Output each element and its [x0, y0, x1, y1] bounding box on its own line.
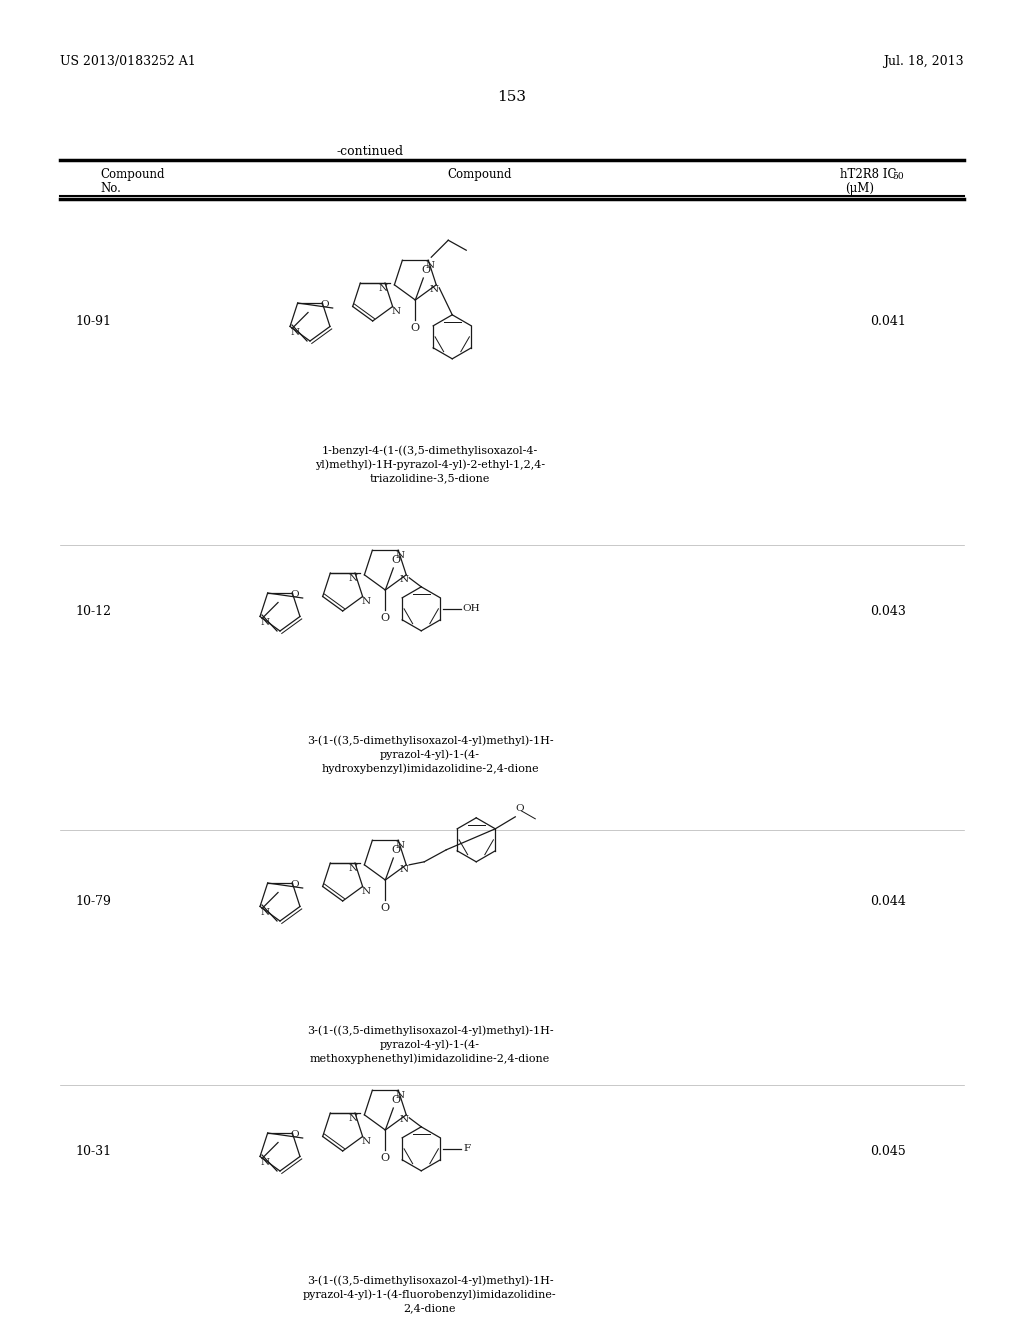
Text: O: O	[321, 301, 329, 309]
Text: F: F	[464, 1144, 471, 1154]
Text: (μM): (μM)	[846, 182, 874, 195]
Text: No.: No.	[100, 182, 121, 195]
Text: N: N	[391, 308, 400, 315]
Text: O: O	[392, 554, 400, 565]
Text: yl)methyl)-1H-pyrazol-4-yl)-2-ethyl-1,2,4-: yl)methyl)-1H-pyrazol-4-yl)-2-ethyl-1,2,…	[315, 459, 545, 470]
Text: Jul. 18, 2013: Jul. 18, 2013	[884, 55, 964, 69]
Text: O: O	[291, 590, 299, 599]
Text: N: N	[260, 618, 269, 627]
Text: -continued: -continued	[337, 145, 403, 158]
Text: N: N	[395, 550, 404, 560]
Text: US 2013/0183252 A1: US 2013/0183252 A1	[60, 55, 196, 69]
Text: pyrazol-4-yl)-1-(4-fluorobenzyl)imidazolidine-: pyrazol-4-yl)-1-(4-fluorobenzyl)imidazol…	[303, 1290, 557, 1300]
Text: 10-79: 10-79	[75, 895, 111, 908]
Text: pyrazol-4-yl)-1-(4-: pyrazol-4-yl)-1-(4-	[380, 748, 480, 759]
Text: O: O	[291, 880, 299, 890]
Text: 0.045: 0.045	[870, 1144, 906, 1158]
Text: 50: 50	[892, 172, 903, 181]
Text: O: O	[392, 845, 400, 855]
Text: Compound: Compound	[100, 168, 165, 181]
Text: pyrazol-4-yl)-1-(4-: pyrazol-4-yl)-1-(4-	[380, 1039, 480, 1049]
Text: 3-(1-((3,5-dimethylisoxazol-4-yl)methyl)-1H-: 3-(1-((3,5-dimethylisoxazol-4-yl)methyl)…	[306, 735, 553, 746]
Text: O: O	[381, 903, 390, 913]
Text: N: N	[361, 597, 371, 606]
Text: O: O	[422, 265, 431, 275]
Text: N: N	[361, 887, 371, 896]
Text: O: O	[381, 612, 390, 623]
Text: methoxyphenethyl)imidazolidine-2,4-dione: methoxyphenethyl)imidazolidine-2,4-dione	[310, 1053, 550, 1064]
Text: N: N	[348, 1114, 357, 1122]
Text: N: N	[399, 576, 409, 585]
Text: Compound: Compound	[447, 168, 512, 181]
Text: 0.043: 0.043	[870, 605, 906, 618]
Text: N: N	[260, 1158, 269, 1167]
Text: 3-(1-((3,5-dimethylisoxazol-4-yl)methyl)-1H-: 3-(1-((3,5-dimethylisoxazol-4-yl)methyl)…	[306, 1275, 553, 1286]
Text: 3-(1-((3,5-dimethylisoxazol-4-yl)methyl)-1H-: 3-(1-((3,5-dimethylisoxazol-4-yl)methyl)…	[306, 1026, 553, 1036]
Text: 1-benzyl-4-(1-((3,5-dimethylisoxazol-4-: 1-benzyl-4-(1-((3,5-dimethylisoxazol-4-	[322, 445, 539, 455]
Text: 10-91: 10-91	[75, 315, 111, 327]
Text: OH: OH	[463, 605, 480, 614]
Text: N: N	[361, 1137, 371, 1146]
Text: N: N	[426, 261, 435, 269]
Text: N: N	[399, 1115, 409, 1125]
Text: hT2R8 IC: hT2R8 IC	[840, 168, 896, 181]
Text: N: N	[379, 284, 387, 293]
Text: N: N	[395, 841, 404, 850]
Text: N: N	[348, 863, 357, 873]
Text: N: N	[291, 327, 299, 337]
Text: O: O	[392, 1096, 400, 1105]
Text: triazolidine-3,5-dione: triazolidine-3,5-dione	[370, 473, 490, 483]
Text: O: O	[515, 804, 523, 813]
Text: N: N	[395, 1090, 404, 1100]
Text: O: O	[291, 1130, 299, 1139]
Text: N: N	[348, 573, 357, 582]
Text: N: N	[399, 866, 409, 874]
Text: N: N	[260, 908, 269, 916]
Text: 10-31: 10-31	[75, 1144, 112, 1158]
Text: hydroxybenzyl)imidazolidine-2,4-dione: hydroxybenzyl)imidazolidine-2,4-dione	[322, 763, 539, 774]
Text: 0.041: 0.041	[870, 315, 906, 327]
Text: O: O	[411, 323, 420, 333]
Text: N: N	[430, 285, 439, 294]
Text: 0.044: 0.044	[870, 895, 906, 908]
Text: O: O	[381, 1154, 390, 1163]
Text: 153: 153	[498, 90, 526, 104]
Text: 2,4-dione: 2,4-dione	[403, 1303, 457, 1313]
Text: 10-12: 10-12	[75, 605, 111, 618]
